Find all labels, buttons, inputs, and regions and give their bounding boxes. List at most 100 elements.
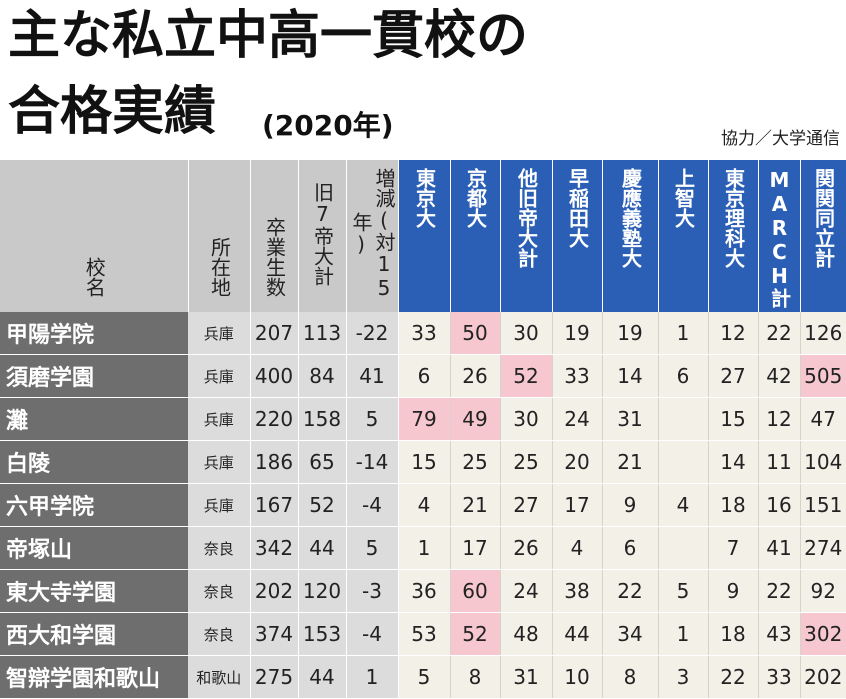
- march-cell: 12: [758, 397, 801, 441]
- former7-cell: 52: [298, 483, 347, 527]
- change-cell: -3: [346, 569, 399, 613]
- kankan-cell: 202: [800, 655, 846, 699]
- location-cell: 兵庫: [188, 440, 251, 484]
- tus-cell: 18: [708, 612, 759, 656]
- header-sophia: 上智大: [658, 160, 709, 312]
- sophia-cell: 1: [658, 312, 709, 355]
- kyodai-cell: 50: [450, 312, 501, 355]
- kankan-cell: 126: [800, 312, 846, 355]
- location-cell: 兵庫: [188, 483, 251, 527]
- march-cell: 11: [758, 440, 801, 484]
- waseda-cell: 44: [552, 612, 603, 656]
- todai-cell: 15: [398, 440, 451, 484]
- header-march: MARCH計: [758, 160, 801, 312]
- former7-cell: 120: [298, 569, 347, 613]
- kyodai-cell: 60: [450, 569, 501, 613]
- former7-cell: 84: [298, 354, 347, 398]
- waseda-cell: 33: [552, 354, 603, 398]
- graduates-cell: 374: [250, 612, 299, 656]
- table-row: 白陵 兵庫 186 65 -14 15 25 25 20 21 14 11 104: [0, 440, 846, 484]
- other-imperial-cell: 25: [500, 440, 553, 484]
- kyodai-cell: 49: [450, 397, 501, 441]
- results-table: 校名 所在地 卒業生数 旧7帝大計 増減(対15年) 東京大 京都大 他旧帝大計…: [0, 160, 846, 699]
- sophia-cell: [658, 526, 709, 570]
- march-cell: 22: [758, 569, 801, 613]
- keio-cell: 6: [602, 526, 659, 570]
- header-row: 校名 所在地 卒業生数 旧7帝大計 増減(対15年) 東京大 京都大 他旧帝大計…: [0, 160, 846, 312]
- sophia-cell: 1: [658, 612, 709, 656]
- location-cell: 兵庫: [188, 312, 251, 355]
- kankan-cell: 151: [800, 483, 846, 527]
- kankan-cell: 47: [800, 397, 846, 441]
- graduates-cell: 275: [250, 655, 299, 699]
- table-row: 東大寺学園 奈良 202 120 -3 36 60 24 38 22 5 9 22 92: [0, 569, 846, 613]
- header-todai: 東京大: [398, 160, 451, 312]
- other-imperial-cell: 30: [500, 312, 553, 355]
- school-name: 須磨学園: [0, 354, 188, 398]
- location-cell: 兵庫: [188, 397, 251, 441]
- kankan-cell: 92: [800, 569, 846, 613]
- sophia-cell: [658, 397, 709, 441]
- graduates-cell: 342: [250, 526, 299, 570]
- header-waseda: 早稲田大: [552, 160, 603, 312]
- march-cell: 43: [758, 612, 801, 656]
- keio-cell: 31: [602, 397, 659, 441]
- header-other-imperial: 他旧帝大計: [500, 160, 553, 312]
- school-name: 帝塚山: [0, 526, 188, 570]
- table-row: 甲陽学院 兵庫 207 113 -22 33 50 30 19 19 1 12 22 126: [0, 312, 846, 355]
- change-cell: -4: [346, 483, 399, 527]
- former7-cell: 44: [298, 655, 347, 699]
- todai-cell: 79: [398, 397, 451, 441]
- school-name: 六甲学院: [0, 483, 188, 527]
- keio-cell: 19: [602, 312, 659, 355]
- header-kyodai: 京都大: [450, 160, 501, 312]
- header-graduates: 卒業生数: [250, 160, 299, 312]
- school-name: 智辯学園和歌山: [0, 655, 188, 699]
- kankan-cell: 274: [800, 526, 846, 570]
- todai-cell: 1: [398, 526, 451, 570]
- location-cell: 兵庫: [188, 354, 251, 398]
- school-name: 東大寺学園: [0, 569, 188, 613]
- todai-cell: 5: [398, 655, 451, 699]
- march-cell: 16: [758, 483, 801, 527]
- graduates-cell: 167: [250, 483, 299, 527]
- waseda-cell: 4: [552, 526, 603, 570]
- header-former7: 旧7帝大計: [298, 160, 347, 312]
- tus-cell: 18: [708, 483, 759, 527]
- kyodai-cell: 8: [450, 655, 501, 699]
- change-cell: 41: [346, 354, 399, 398]
- sophia-cell: 4: [658, 483, 709, 527]
- march-cell: 33: [758, 655, 801, 699]
- kankan-cell: 104: [800, 440, 846, 484]
- other-imperial-cell: 48: [500, 612, 553, 656]
- change-cell: -22: [346, 312, 399, 355]
- keio-cell: 8: [602, 655, 659, 699]
- tus-cell: 27: [708, 354, 759, 398]
- table-row: 西大和学園 奈良 374 153 -4 53 52 48 44 34 1 18 43 302: [0, 612, 846, 656]
- keio-cell: 9: [602, 483, 659, 527]
- header-tus: 東京理科大: [708, 160, 759, 312]
- change-cell: 1: [346, 655, 399, 699]
- todai-cell: 33: [398, 312, 451, 355]
- kyodai-cell: 25: [450, 440, 501, 484]
- table-row: 須磨学園 兵庫 400 84 41 6 26 52 33 14 6 27 42 505: [0, 354, 846, 398]
- location-cell: 奈良: [188, 612, 251, 656]
- kankan-cell: 505: [800, 354, 846, 398]
- former7-cell: 44: [298, 526, 347, 570]
- graduates-cell: 202: [250, 569, 299, 613]
- table-row: 智辯学園和歌山 和歌山 275 44 1 5 8 31 10 8 3 22 33 202: [0, 655, 846, 699]
- header-school: 校名: [0, 160, 189, 312]
- graduates-cell: 186: [250, 440, 299, 484]
- kyodai-cell: 52: [450, 612, 501, 656]
- tus-cell: 9: [708, 569, 759, 613]
- year-label: (2020年): [262, 109, 394, 142]
- keio-cell: 22: [602, 569, 659, 613]
- header-change: 増減(対15年): [346, 160, 399, 312]
- change-cell: -4: [346, 612, 399, 656]
- keio-cell: 34: [602, 612, 659, 656]
- former7-cell: 113: [298, 312, 347, 355]
- school-name: 西大和学園: [0, 612, 188, 656]
- sophia-cell: 5: [658, 569, 709, 613]
- credit-label: 協力／大学通信: [721, 129, 840, 149]
- tus-cell: 22: [708, 655, 759, 699]
